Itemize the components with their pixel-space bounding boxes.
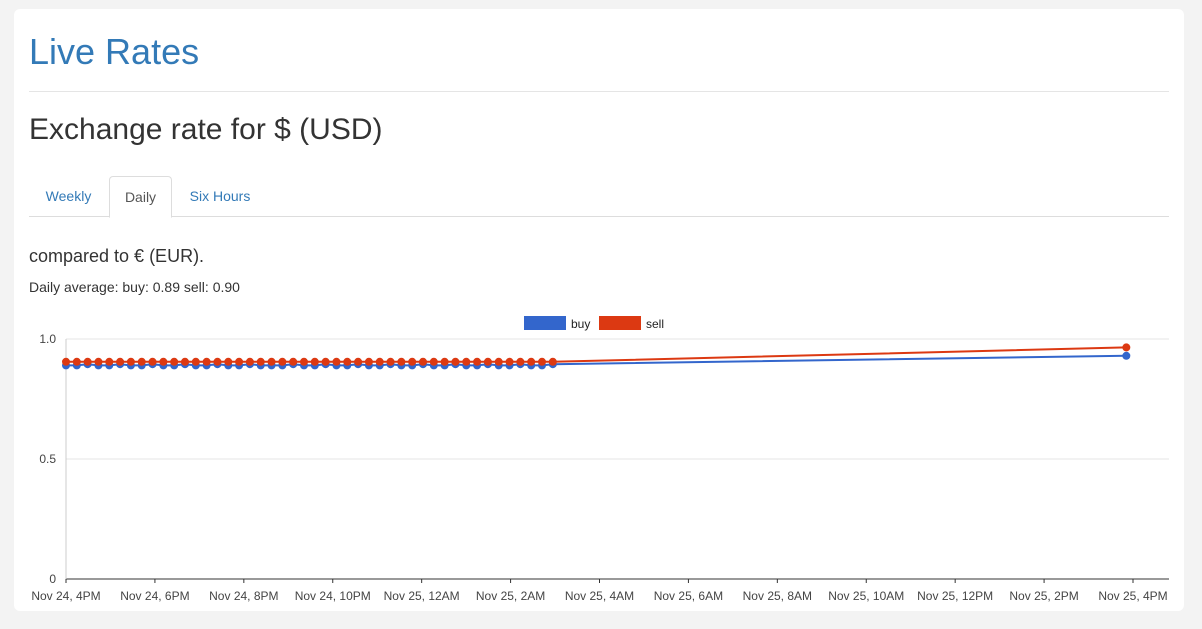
sell-data-point — [343, 357, 352, 366]
sell-data-point — [235, 357, 244, 366]
sell-data-point — [473, 357, 482, 366]
legend-swatch-buy — [524, 316, 566, 330]
sell-data-point — [202, 357, 211, 366]
sell-data-point — [83, 357, 92, 366]
sell-data-point — [321, 357, 330, 366]
x-tick-label: Nov 25, 12PM — [917, 589, 993, 603]
sell-data-point — [364, 357, 373, 366]
buy-data-point — [1122, 351, 1131, 360]
y-tick-label: 1.0 — [39, 332, 56, 346]
x-tick-label: Nov 25, 2PM — [1009, 589, 1078, 603]
sell-data-point — [148, 357, 157, 366]
sell-data-point — [213, 357, 222, 366]
x-tick-label: Nov 25, 10AM — [828, 589, 904, 603]
average-prefix: Daily average: — [29, 279, 119, 295]
sell-data-point — [62, 357, 70, 366]
tab-weekly[interactable]: Weekly — [45, 188, 92, 204]
period-tabs: Weekly Daily Six Hours — [29, 176, 1169, 218]
x-tick-label: Nov 25, 8AM — [743, 589, 812, 603]
sell-data-point — [300, 357, 309, 366]
x-tick-label: Nov 25, 6AM — [654, 589, 723, 603]
sell-data-point — [451, 357, 460, 366]
sell-data-point — [332, 357, 341, 366]
sell-data-point — [245, 357, 254, 366]
legend-swatch-sell — [599, 316, 641, 330]
sell-data-point — [429, 357, 438, 366]
sell-data-point — [191, 357, 200, 366]
content-panel: Live Rates Exchange rate for $ (USD) Wee… — [14, 9, 1184, 611]
sell-data-point — [181, 357, 190, 366]
header-divider — [29, 91, 1169, 92]
currency-heading: Exchange rate for $ (USD) — [29, 113, 383, 146]
page-title: Live Rates — [29, 31, 200, 72]
sell-data-point — [105, 357, 114, 366]
x-tick-label: Nov 25, 4AM — [565, 589, 634, 603]
sell-data-point — [126, 357, 135, 366]
sell-data-point — [386, 357, 395, 366]
sell-data-point — [94, 357, 103, 366]
sell-data-point — [278, 357, 287, 366]
sell-label: sell: — [183, 279, 209, 295]
sell-data-point — [462, 357, 471, 366]
x-tick-label: Nov 25, 4PM — [1098, 589, 1167, 603]
y-tick-label: 0.5 — [39, 452, 56, 466]
buy-average-value: 0.89 — [152, 279, 180, 295]
chart-canvas: 0 0.5 1.0 Nov 24, 4PM Nov 24, 6PM Nov 24, 8PM… — [31, 316, 1169, 603]
legend-label-buy: buy — [571, 317, 590, 331]
sell-data-point — [267, 357, 276, 366]
sell-data-point — [516, 357, 525, 366]
sell-data-point — [256, 357, 265, 366]
sell-data-point — [419, 357, 428, 366]
sell-data-point — [408, 357, 417, 366]
sell-data-point — [289, 357, 298, 366]
sell-data-point — [483, 357, 492, 366]
daily-average: Daily average: buy: 0.89 sell: 0.90 — [29, 279, 240, 295]
sell-data-point — [224, 357, 233, 366]
sell-data-point — [527, 357, 536, 366]
x-tick-label: Nov 24, 4PM — [31, 589, 100, 603]
sell-data-point — [548, 357, 557, 366]
sell-data-point — [170, 357, 179, 366]
x-tick-label: Nov 24, 8PM — [209, 589, 278, 603]
rate-line-chart: 0 0.5 1.0 Nov 24, 4PM Nov 24, 6PM Nov 24, 8PM… — [14, 305, 1184, 610]
y-tick-label: 0 — [49, 572, 56, 586]
sell-data-point — [494, 357, 503, 366]
tab-six-hours[interactable]: Six Hours — [189, 188, 251, 204]
x-tick-label: Nov 25, 2AM — [476, 589, 545, 603]
buy-label: buy: — [122, 279, 149, 295]
sell-average-value: 0.90 — [212, 279, 240, 295]
sell-data-point — [72, 357, 81, 366]
sell-data-point — [116, 357, 125, 366]
x-tick-label: Nov 24, 10PM — [295, 589, 371, 603]
sell-data-point — [397, 357, 406, 366]
sell-data-point — [440, 357, 449, 366]
sell-data-point — [310, 357, 319, 366]
comparison-text: compared to € (EUR). — [29, 246, 205, 266]
x-tick-label: Nov 25, 12AM — [384, 589, 460, 603]
sell-data-point — [375, 357, 384, 366]
tab-daily[interactable]: Daily — [109, 176, 172, 218]
sell-data-point — [1122, 343, 1131, 352]
sell-data-point — [505, 357, 514, 366]
x-tick-label: Nov 24, 6PM — [120, 589, 189, 603]
legend-label-sell: sell — [646, 317, 664, 331]
sell-data-point — [538, 357, 547, 366]
sell-data-point — [137, 357, 146, 366]
sell-data-point — [354, 357, 363, 366]
sell-data-point — [159, 357, 168, 366]
